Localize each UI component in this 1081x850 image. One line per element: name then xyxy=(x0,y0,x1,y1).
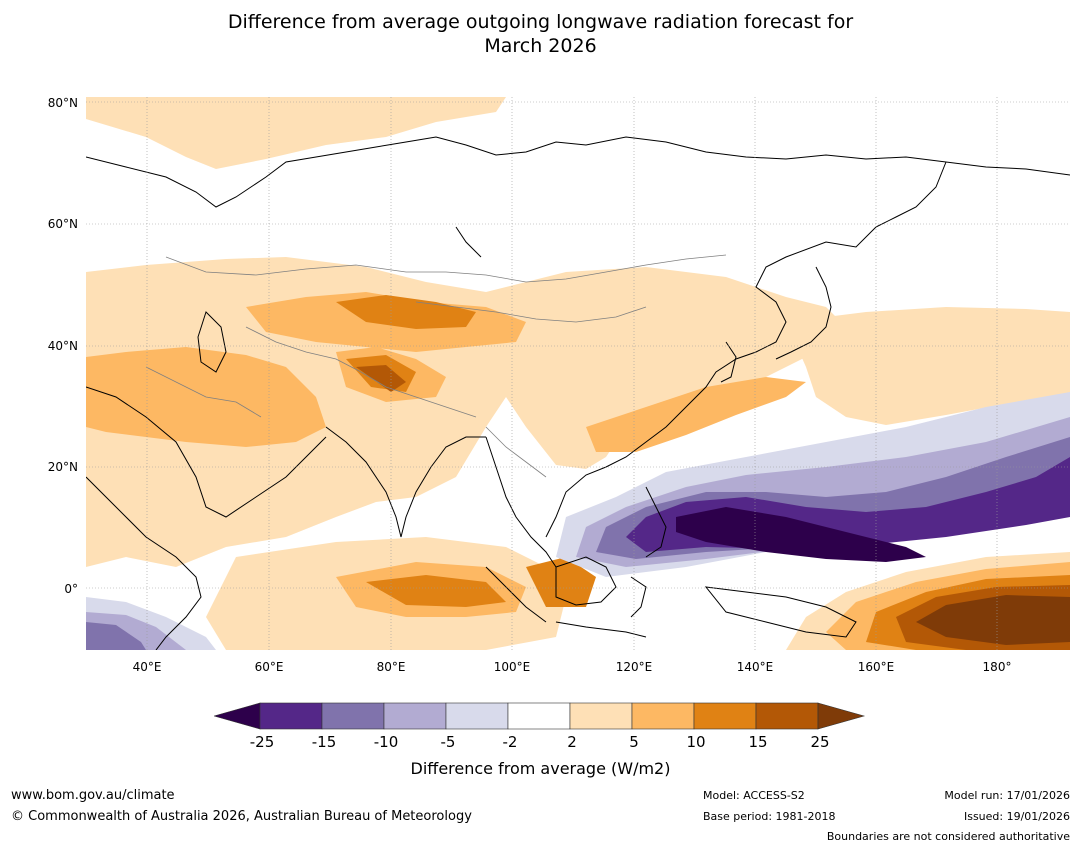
border-russia-kazakhstan xyxy=(165,254,727,283)
anomaly-region-java-sea xyxy=(366,575,506,607)
coast-southeast-asia xyxy=(485,436,557,568)
model-text: Model: ACCESS-S2 xyxy=(703,789,805,802)
anomaly-region-pacific-darkest-purple xyxy=(676,507,926,562)
colorbar-tick-10: 25 xyxy=(810,733,830,751)
border-indochina xyxy=(485,426,547,478)
coast-sumatra xyxy=(485,566,547,623)
anomaly-map xyxy=(86,97,1070,650)
border-iran xyxy=(145,366,262,418)
coast-caspian xyxy=(197,311,227,373)
colorbar-tick-3: -10 xyxy=(373,733,399,751)
base-period-text: Base period: 1981-2018 xyxy=(703,810,836,823)
coast-kamchatka xyxy=(875,161,947,228)
colorbar-swatch-5 xyxy=(507,702,571,730)
lon-label-160e: 160°E xyxy=(857,660,895,674)
anomaly-region-china xyxy=(586,377,806,452)
colorbar xyxy=(212,700,866,732)
coast-new-guinea xyxy=(704,586,857,638)
copyright-text: © Commonwealth of Australia 2026, Austra… xyxy=(11,809,472,824)
issued-text: Issued: 19/01/2026 xyxy=(963,810,1070,823)
gridlines xyxy=(86,97,1070,650)
lon-label-100e: 100°E xyxy=(493,660,531,674)
website-link[interactable]: www.bom.gov.au/climate xyxy=(11,788,175,803)
coast-arabia xyxy=(86,386,327,518)
lon-label-140e: 140°E xyxy=(736,660,774,674)
colorbar-swatch-7 xyxy=(631,702,695,730)
map-panel[interactable] xyxy=(86,97,1070,650)
anomaly-region-sw-mid-purple xyxy=(86,622,146,650)
border-china-mongolia xyxy=(415,301,647,323)
colorbar-swatch-4 xyxy=(445,702,509,730)
colorbar-tick-2: -15 xyxy=(311,733,337,751)
colorbar-swatch-6 xyxy=(569,702,633,730)
colorbar-tick-4: -5 xyxy=(440,733,456,751)
anomaly-region-asia-pale xyxy=(86,257,846,567)
colorbar-label: Difference from average (W/m2) xyxy=(410,759,671,778)
map-title: Difference from average outgoing longwav… xyxy=(0,10,1081,58)
colorbar-tick-6: 2 xyxy=(567,733,577,751)
coastlines xyxy=(86,136,1070,650)
coast-java xyxy=(555,621,647,638)
coast-russia-north xyxy=(86,136,1070,208)
colorbar-tick-8: 10 xyxy=(686,733,706,751)
lon-label-120e: 120°E xyxy=(615,660,653,674)
colorbar-extend-low xyxy=(212,702,261,730)
colorbar-tick-1: -25 xyxy=(249,733,275,751)
lon-label-60e: 60°E xyxy=(254,660,284,674)
lat-label-40n: 40°N xyxy=(47,339,78,353)
coast-sulawesi xyxy=(630,576,647,618)
lat-label-20n: 20°N xyxy=(47,460,78,474)
lat-label-60n: 60°N xyxy=(47,217,78,231)
anomaly-region-south-darkest xyxy=(916,595,1070,645)
lat-label-0: 0° xyxy=(64,582,78,596)
anomaly-region-mongolia xyxy=(336,295,476,329)
colorbar-swatch-3 xyxy=(383,702,447,730)
colorbar-swatch-9 xyxy=(755,702,819,730)
colorbar-tick-5: -2 xyxy=(502,733,518,751)
title-line-2: March 2026 xyxy=(484,35,597,57)
model-run-text: Model run: 17/01/2026 xyxy=(944,789,1070,802)
coast-east-asia xyxy=(545,226,877,538)
lon-label-80e: 80°E xyxy=(376,660,406,674)
colorbar-swatch-1 xyxy=(259,702,323,730)
anomaly-region-north-pale xyxy=(86,97,506,169)
colorbar-tick-9: 15 xyxy=(748,733,768,751)
anomaly-shading xyxy=(86,97,1070,650)
lon-label-180: 180° xyxy=(982,660,1012,674)
coast-baikal xyxy=(455,226,482,258)
coast-japan xyxy=(775,266,832,360)
anomaly-region-borneo xyxy=(526,557,596,607)
anomaly-region-pacific-pale xyxy=(786,307,1070,425)
border-central-asia xyxy=(245,326,477,418)
colorbar-extend-high xyxy=(817,702,866,730)
lat-label-80n: 80°N xyxy=(47,96,78,110)
colorbar-swatches xyxy=(212,702,866,730)
coast-africa-east xyxy=(86,476,202,650)
coast-borneo xyxy=(555,556,617,606)
colorbar-swatch-2 xyxy=(321,702,385,730)
coast-india xyxy=(325,426,486,538)
coast-philippines xyxy=(645,486,667,558)
disclaimer-text: Boundaries are not considered authoritat… xyxy=(826,830,1070,843)
anomaly-region-tibet-dark xyxy=(356,365,406,392)
country-borders xyxy=(145,254,727,478)
lon-label-40e: 40°E xyxy=(132,660,162,674)
colorbar-tick-7: 5 xyxy=(629,733,639,751)
colorbar-swatch-8 xyxy=(693,702,757,730)
title-line-1: Difference from average outgoing longwav… xyxy=(227,11,854,33)
coast-korea xyxy=(720,341,737,383)
